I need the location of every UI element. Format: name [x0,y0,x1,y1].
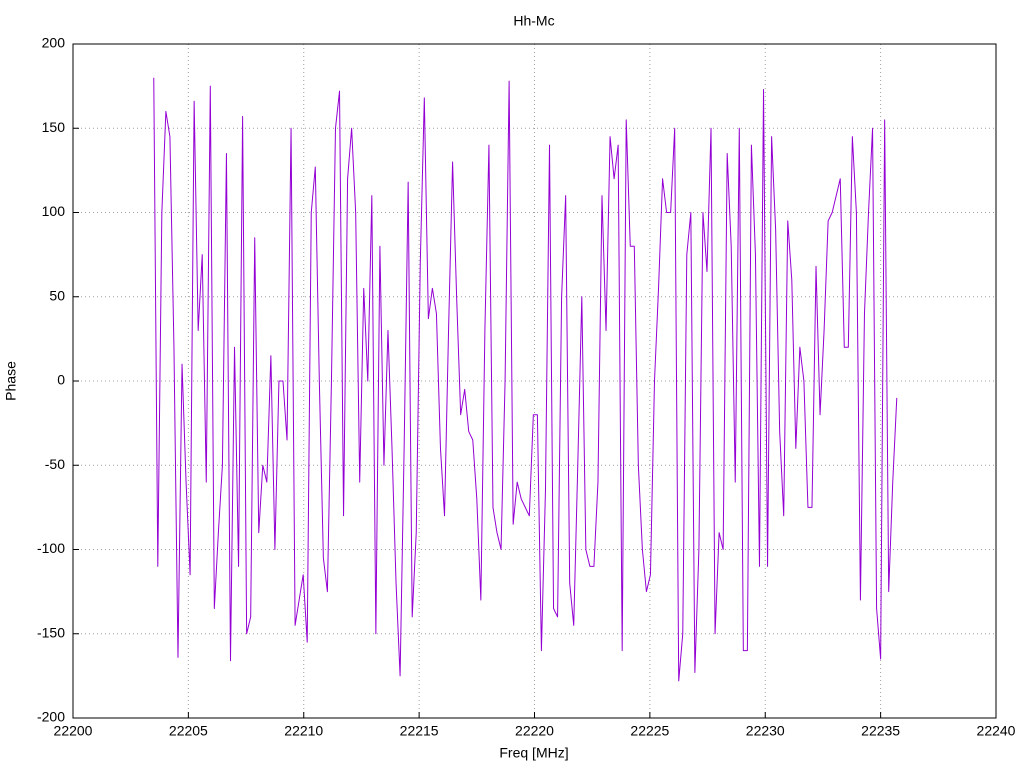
x-tick-label: 22205 [169,723,208,739]
y-tick-label: -100 [37,540,65,556]
x-tick-label: 22230 [746,723,785,739]
y-tick-label: 50 [49,287,65,303]
x-tick-label: 22210 [284,723,323,739]
plot-border [72,43,997,719]
x-tick-label: 22235 [861,723,900,739]
x-tick-label: 22225 [630,723,669,739]
y-tick-label: 200 [42,35,66,51]
grid [72,43,997,719]
y-tick-label: 150 [42,119,66,135]
y-tick-label: -150 [37,624,65,640]
x-tick-label: 22240 [977,723,1016,739]
x-axis-label: Freq [MHz] [499,745,568,761]
x-tick-label: 22200 [54,723,93,739]
x-tick-label: 22220 [515,723,554,739]
data-line [153,77,898,682]
y-tick-label: 0 [57,372,65,388]
x-tick-label: 22215 [400,723,439,739]
chart-title: Hh-Mc [513,13,554,29]
plot-area [153,77,898,682]
y-axis-label: Phase [3,361,19,401]
y-tick-label: -200 [37,709,65,725]
y-tick-label: -50 [45,456,65,472]
y-tick-label: 100 [42,203,66,219]
